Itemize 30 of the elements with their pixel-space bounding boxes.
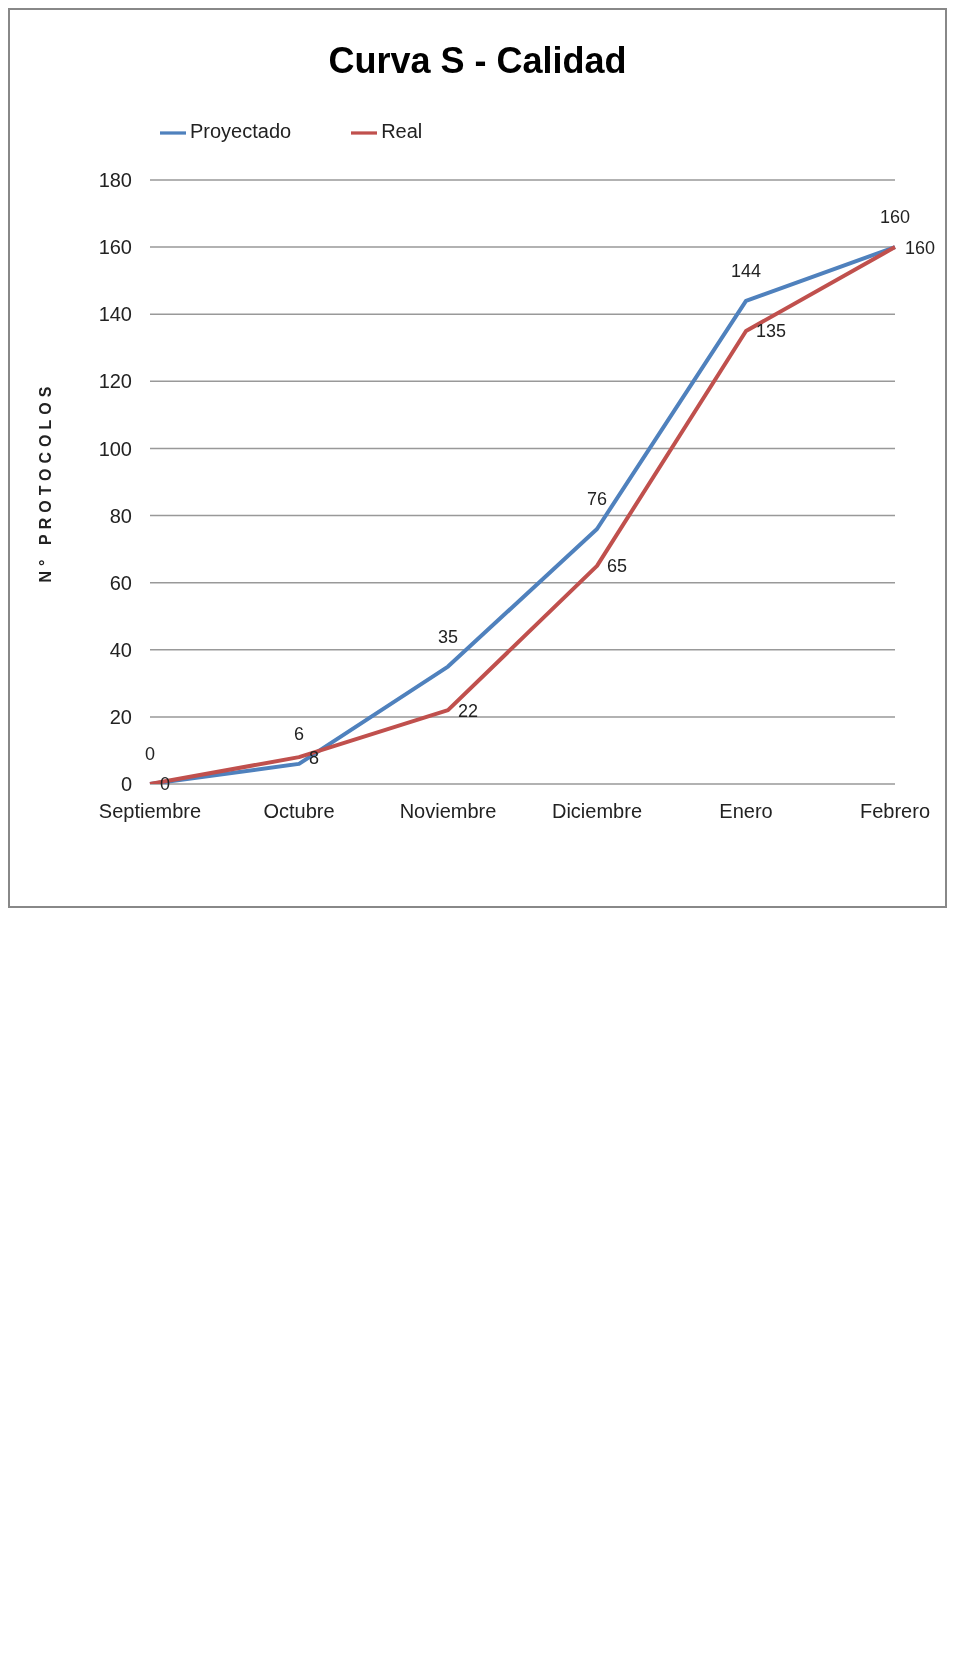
y-tick-label: 140: [98, 303, 132, 326]
data-label: 6: [293, 723, 305, 744]
x-tick-label: Noviembre: [399, 800, 497, 823]
y-tick-label: 20: [109, 705, 132, 728]
y-tick-label: 40: [109, 638, 132, 661]
data-label: 160: [905, 237, 936, 258]
data-label: 160: [879, 207, 911, 228]
y-tick-label: 120: [98, 370, 132, 393]
y-tick-label: 80: [109, 504, 132, 527]
x-tick-label: Septiembre: [98, 800, 202, 823]
data-label: 0: [144, 744, 156, 764]
y-tick-label: 180: [98, 169, 132, 192]
legend-label: Real: [381, 120, 423, 143]
y-tick-label: 100: [98, 437, 132, 460]
y-tick-label: 0: [120, 773, 132, 796]
y-tick-label: 160: [98, 236, 132, 259]
legend-label: Proyectado: [190, 120, 292, 143]
data-label: 22: [458, 700, 479, 721]
x-tick-label: Diciembre: [551, 800, 643, 823]
x-tick-label: Enero: [719, 800, 773, 823]
data-label: 144: [730, 260, 762, 281]
x-tick-label: Febrero: [859, 800, 931, 823]
data-label: 135: [756, 321, 787, 342]
x-tick-label: Octubre: [263, 800, 335, 823]
data-label: 65: [607, 556, 628, 577]
y-axis-title: N° PROTOCOLOS: [36, 381, 54, 583]
chart-title: Curva S - Calidad: [327, 40, 628, 82]
data-label: 76: [586, 488, 608, 509]
data-label: 35: [437, 626, 459, 647]
y-tick-label: 60: [109, 571, 132, 594]
